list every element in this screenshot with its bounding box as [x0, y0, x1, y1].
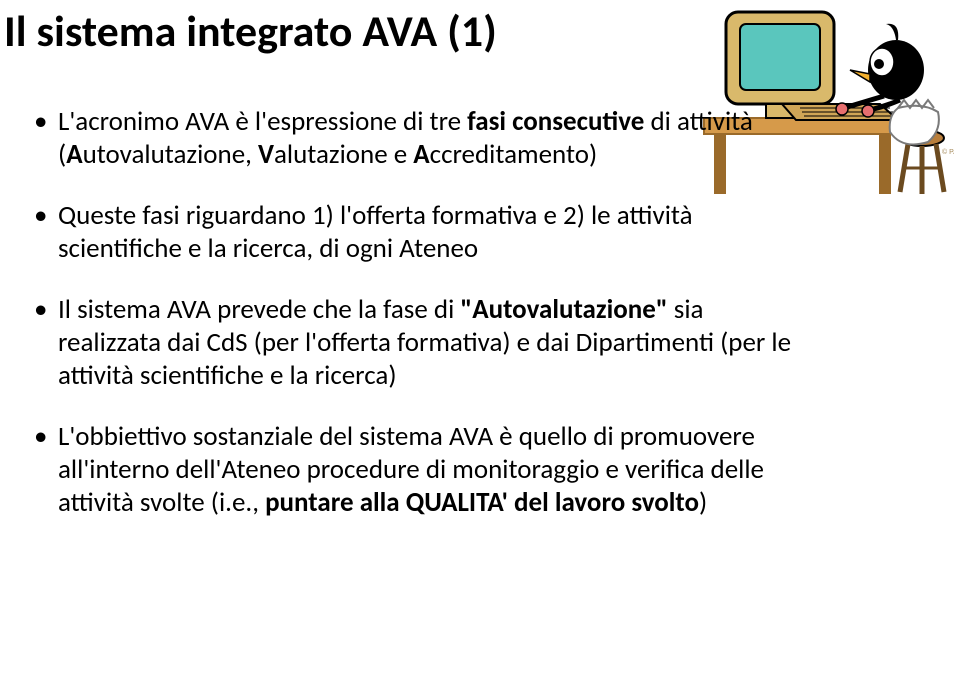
bold-text: "Autovalutazione" [460, 293, 667, 326]
text: L'acronimo AVA è l'espressione di tre [58, 105, 467, 138]
content-area: L'acronimo AVA è l'espressione di tre fa… [0, 54, 820, 519]
bold-text: A [66, 138, 82, 171]
bold-text: fasi consecutive [467, 105, 644, 138]
bold-text: A [413, 138, 429, 171]
character-feather [886, 24, 898, 40]
character-hand-right [862, 105, 874, 117]
bold-text: puntare alla QUALITA' del lavoro svolto [265, 486, 699, 519]
text: utovalutazione, [83, 138, 258, 171]
character-eggshell [890, 106, 939, 145]
text: ) [699, 486, 707, 519]
bold-text: V [258, 138, 274, 171]
text: Queste fasi riguardano 1) l'offerta form… [58, 199, 693, 265]
text: alutazione e [274, 138, 413, 171]
text: ccreditamento) [430, 138, 598, 171]
slide: Il sistema integrato AVA (1) [0, 0, 960, 681]
character-hand-left [836, 103, 848, 115]
desk-leg-right [879, 134, 891, 194]
character-eye-iris [874, 59, 884, 69]
monitor-screen [740, 24, 820, 90]
text: Il sistema AVA prevede che la fase di [58, 293, 460, 326]
bullet-2: Queste fasi riguardano 1) l'offerta form… [34, 200, 800, 266]
bullet-3: Il sistema AVA prevede che la fase di "A… [34, 294, 800, 393]
bullet-1: L'acronimo AVA è l'espressione di tre fa… [34, 106, 800, 172]
character-beak [850, 70, 870, 82]
bullet-list: L'acronimo AVA è l'espressione di tre fa… [34, 106, 800, 519]
illustration-credit: © PAGOT [942, 148, 954, 156]
slide-title: Il sistema integrato AVA (1) [0, 8, 497, 54]
bullet-4: L'obbiettivo sostanziale del sistema AVA… [34, 421, 800, 520]
